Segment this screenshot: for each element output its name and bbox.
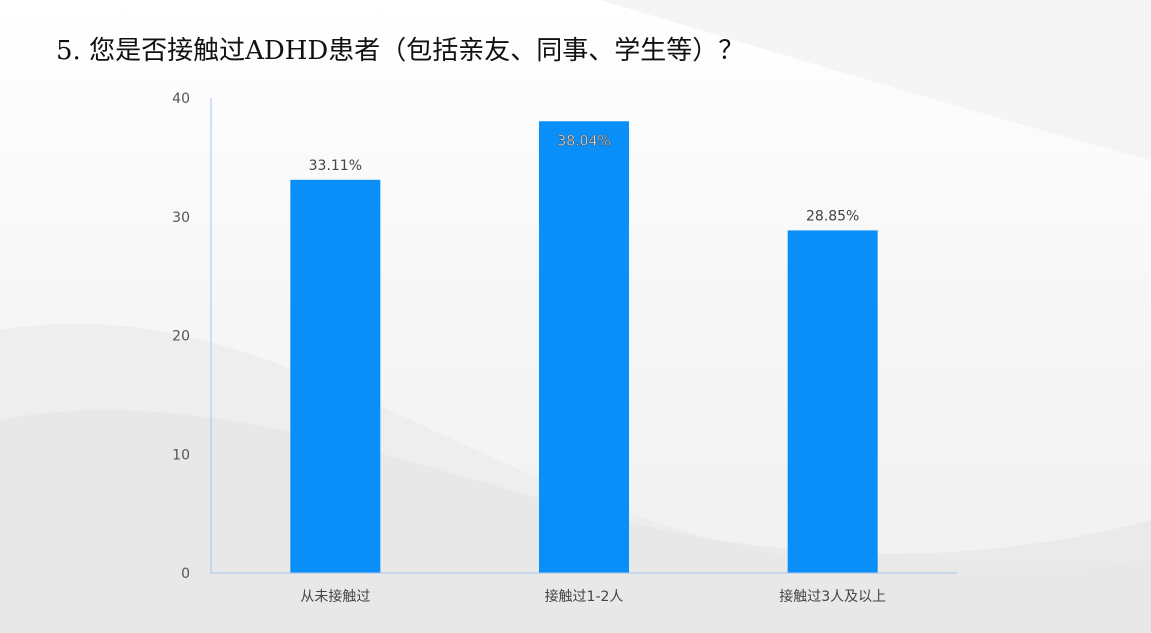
page-title: 5. 您是否接触过ADHD患者（包括亲友、同事、学生等）？ <box>56 36 745 66</box>
data-label: 33.11% <box>309 158 362 174</box>
data-label: 38.04% <box>557 133 610 149</box>
x-category-label: 从未接触过 <box>300 588 370 605</box>
data-label: 28.85% <box>806 208 859 224</box>
bars <box>290 121 878 574</box>
y-tick-label: 40 <box>172 91 190 107</box>
bar <box>787 230 878 573</box>
y-tick-label: 20 <box>172 329 190 345</box>
bar <box>539 121 629 574</box>
x-category-label: 接触过1-2人 <box>545 588 624 605</box>
y-tick-label: 10 <box>172 447 190 463</box>
y-tick-label: 30 <box>172 210 190 226</box>
y-tick-label: 0 <box>181 566 190 582</box>
data-labels: 33.11% 38.04% 28.85% <box>309 133 860 224</box>
y-axis-ticks: 0 10 20 30 40 <box>172 91 190 582</box>
x-axis-labels: 从未接触过 接触过1-2人 接触过3人及以上 <box>300 588 886 605</box>
x-category-label: 接触过3人及以上 <box>779 588 886 605</box>
bar <box>290 179 381 573</box>
